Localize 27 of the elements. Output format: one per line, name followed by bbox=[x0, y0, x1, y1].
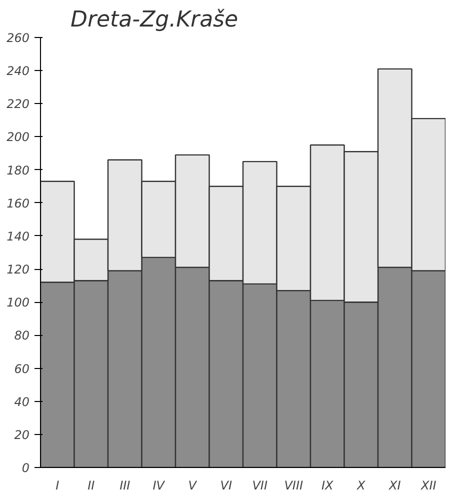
y-tick-label: 80 bbox=[14, 328, 30, 343]
y-tick-label: 60 bbox=[14, 362, 30, 376]
y-tick-label: 120 bbox=[6, 262, 30, 277]
x-tick-label: V bbox=[188, 478, 198, 492]
y-tick-label: 160 bbox=[6, 196, 30, 210]
y-tick-label: 0 bbox=[22, 461, 30, 475]
y-tick-label: 40 bbox=[14, 394, 30, 409]
x-tick-label: VII bbox=[252, 478, 268, 492]
y-tick-label: 100 bbox=[6, 296, 30, 310]
x-tick-label: X bbox=[356, 478, 366, 492]
y-tick-label: 140 bbox=[6, 229, 30, 244]
y-tick-label: 260 bbox=[6, 31, 30, 45]
x-tick-label: II bbox=[88, 478, 96, 492]
x-tick-label: I bbox=[56, 478, 60, 492]
x-tick-label: XII bbox=[420, 478, 437, 492]
y-tick-label: 20 bbox=[14, 428, 30, 442]
chart-title: Dreta-Zg.Kraše bbox=[70, 8, 238, 32]
y-tick-label: 180 bbox=[6, 163, 30, 178]
x-tick-label: VI bbox=[220, 478, 232, 492]
x-tick-label: IX bbox=[321, 478, 334, 492]
x-tick-label: VIII bbox=[284, 478, 304, 492]
y-tick-label: 220 bbox=[6, 97, 30, 112]
y-tick-label: 240 bbox=[6, 64, 30, 78]
y-tick-label: 200 bbox=[6, 130, 30, 144]
x-tick-label: III bbox=[120, 478, 131, 492]
x-tick-label: IV bbox=[152, 478, 166, 492]
x-tick-label: XI bbox=[388, 478, 402, 492]
